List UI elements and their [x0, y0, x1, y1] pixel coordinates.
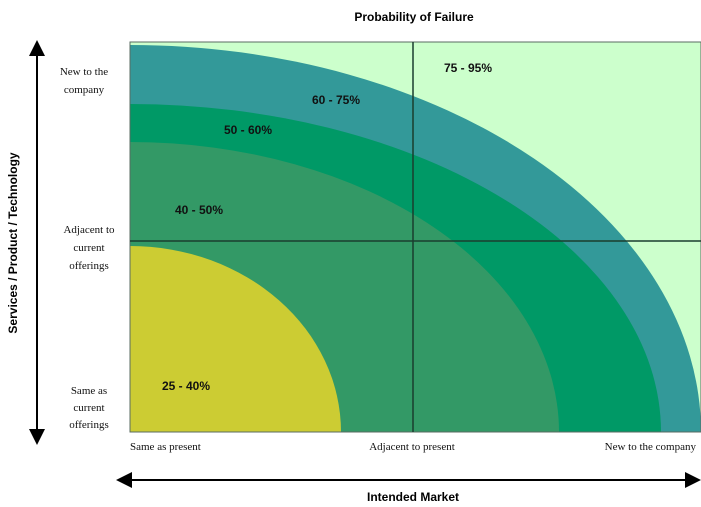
y-tick-adjacent-line-2: current	[73, 242, 104, 254]
y-tick-same-line-1: Same as	[71, 385, 107, 397]
zone-label-40-50: 40 - 50%	[175, 203, 223, 217]
y-tick-adjacent: Adjacent to current offerings	[63, 224, 115, 272]
zone-label-50-60: 50 - 60%	[224, 123, 272, 137]
zone-label-25-40: 25 - 40%	[162, 379, 210, 393]
y-tick-same: Same as current offerings	[69, 385, 109, 431]
zone-25-40	[130, 246, 341, 432]
y-tick-adjacent-line-1: Adjacent to	[63, 224, 115, 236]
x-tick-adjacent: Adjacent to present	[369, 441, 455, 453]
x-tick-new: New to the company	[605, 441, 697, 453]
y-tick-adjacent-line-3: offerings	[69, 260, 109, 272]
x-tick-same: Same as present	[130, 441, 201, 453]
diagram-title: Probability of Failure	[354, 10, 474, 24]
y-tick-same-line-2: current	[73, 402, 104, 414]
plot-border	[129, 41, 701, 433]
y-tick-new: New to the company	[60, 66, 108, 96]
zone-label-75-95: 75 - 95%	[444, 61, 492, 75]
y-tick-new-line-1: New to the	[60, 66, 108, 78]
zone-label-60-75: 60 - 75%	[312, 93, 360, 107]
y-axis-title: Services / Product / Technology	[6, 152, 20, 333]
y-tick-new-line-2: company	[64, 84, 105, 96]
y-tick-same-line-3: offerings	[69, 419, 109, 431]
x-axis-title: Intended Market	[367, 490, 459, 504]
